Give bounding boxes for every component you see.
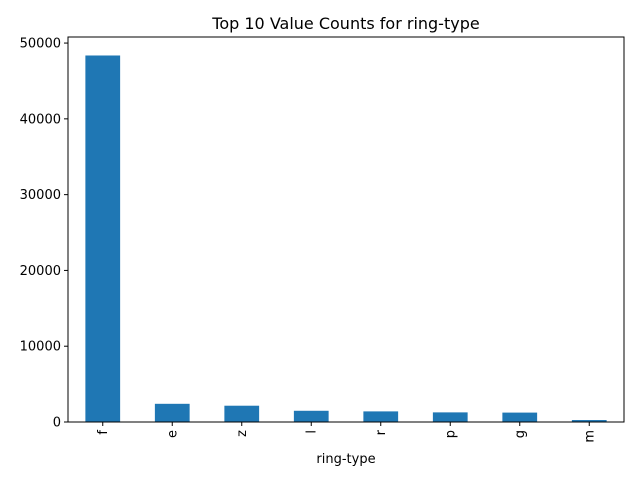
y-tick-label: 0 <box>53 416 61 431</box>
x-tick-label-m: m <box>582 430 597 443</box>
bar-m <box>571 420 607 422</box>
bar-f <box>85 55 121 423</box>
bar-g <box>502 412 538 422</box>
chart-title: Top 10 Value Counts for ring-type <box>211 14 479 33</box>
y-tick-label: 40000 <box>20 112 61 127</box>
x-tick-label-z: z <box>235 430 250 437</box>
y-tick-label: 50000 <box>20 37 61 52</box>
bar-z <box>224 405 260 422</box>
y-tick-label: 30000 <box>20 188 61 203</box>
y-axis: 0 10000 20000 30000 40000 50000 <box>20 37 68 431</box>
x-tick-label-p: p <box>443 430 458 438</box>
bar-l <box>293 410 329 422</box>
x-tick-label-e: e <box>165 430 180 438</box>
plot-frame <box>67 36 625 423</box>
x-tick-label-g: g <box>513 430 528 438</box>
x-axis-label: ring-type <box>316 452 375 467</box>
x-tick-label-l: l <box>304 430 319 434</box>
y-tick-label: 20000 <box>20 264 61 279</box>
bar-p <box>432 412 468 423</box>
bar-e <box>154 403 190 422</box>
bars-group <box>85 55 607 423</box>
y-tick-label: 10000 <box>20 340 61 355</box>
x-tick-label-f: f <box>96 430 111 435</box>
x-tick-label-r: r <box>374 429 389 435</box>
bar-r <box>363 411 399 422</box>
